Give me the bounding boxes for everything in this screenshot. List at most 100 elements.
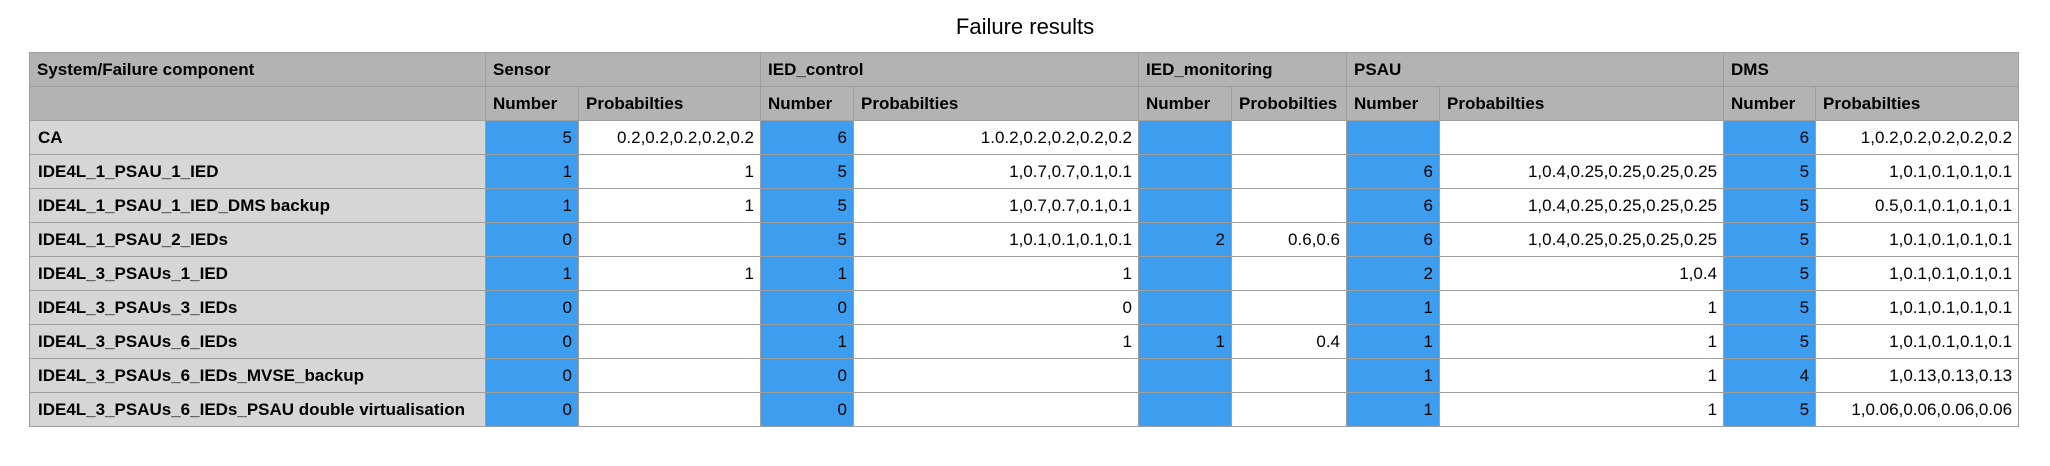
- dms-probabilities-cell: 1,0.1,0.1,0.1,0.1: [1815, 222, 2020, 257]
- sensor-probabilities-cell: 1: [577, 256, 762, 291]
- sensor-number-cell: 1: [485, 188, 579, 223]
- row-name: IDE4L_3_PSAUs_6_IEDs: [29, 324, 486, 359]
- psau-number-cell: 1: [1346, 392, 1441, 427]
- table-row: CA 5 0.2,0.2,0.2,0.2,0.2 6 1.0.2,0.2,0.2…: [29, 120, 2020, 155]
- dms-number-cell: 5: [1723, 392, 1817, 427]
- ied-monitoring-number-cell: [1138, 188, 1233, 223]
- dms-probabilities-cell: 1,0.13,0.13,0.13: [1815, 358, 2020, 393]
- ied-monitoring-number-cell: 1: [1138, 324, 1233, 359]
- ied-control-number-cell: 5: [760, 154, 855, 189]
- psau-number-cell: 1: [1346, 324, 1441, 359]
- ied-monitoring-number-cell: [1138, 290, 1233, 325]
- ied-control-number-cell: 5: [760, 188, 855, 223]
- row-name: IDE4L_1_PSAU_2_IEDs: [29, 222, 486, 257]
- sub-header-sensor-number: Number: [485, 86, 579, 121]
- row-name: CA: [29, 120, 486, 155]
- ied-monitoring-probabilities-cell: [1231, 188, 1348, 223]
- group-header-dms: DMS: [1723, 52, 2020, 87]
- group-header-psau: PSAU: [1346, 52, 1725, 87]
- sensor-number-cell: 0: [485, 392, 579, 427]
- dms-probabilities-cell: 1,0.1,0.1,0.1,0.1: [1815, 290, 2020, 325]
- table-title: Failure results: [955, 14, 1095, 39]
- psau-number-cell: 2: [1346, 256, 1441, 291]
- psau-probabilities-cell: 1,0.4,0.25,0.25,0.25,0.25: [1439, 154, 1725, 189]
- group-header-sensor: Sensor: [484, 52, 762, 87]
- sub-header-dms-probabilities: Probabilties: [1815, 86, 2020, 121]
- psau-number-cell: 1: [1346, 290, 1441, 325]
- dms-probabilities-cell: 0.5,0.1,0.1,0.1,0.1: [1815, 188, 2020, 223]
- row-name: IDE4L_1_PSAU_1_IED: [29, 154, 486, 189]
- ied-control-probabilities-cell: 0: [853, 290, 1140, 325]
- sub-header-ied-monitoring-probabilities: Probobilties: [1231, 86, 1348, 121]
- psau-probabilities-cell: 1,0.4,0.25,0.25,0.25,0.25: [1439, 188, 1725, 223]
- ied-monitoring-probabilities-cell: [1231, 154, 1348, 189]
- ied-control-number-cell: 5: [760, 222, 855, 257]
- row-name: IDE4L_3_PSAUs_1_IED: [29, 256, 486, 291]
- ied-monitoring-number-cell: 2: [1138, 222, 1233, 257]
- ied-monitoring-probabilities-cell: [1231, 120, 1348, 155]
- sensor-probabilities-cell: [577, 392, 762, 427]
- dms-number-cell: 5: [1723, 290, 1817, 325]
- table-row: IDE4L_1_PSAU_2_IEDs 0 5 1,0.1,0.1,0.1,0.…: [29, 222, 2020, 257]
- sensor-number-cell: 1: [485, 256, 579, 291]
- group-header-ied-control: IED_control: [760, 52, 1140, 87]
- row-name: IDE4L_3_PSAUs_3_IEDs: [29, 290, 486, 325]
- dms-number-cell: 5: [1723, 324, 1817, 359]
- dms-probabilities-cell: 1,0.06,0.06,0.06,0.06: [1815, 392, 2020, 427]
- table-row: IDE4L_3_PSAUs_1_IED 1 1 1 1 2 1,0.4 5 1,…: [29, 256, 2020, 291]
- psau-probabilities-cell: 1: [1439, 392, 1725, 427]
- ied-monitoring-probabilities-cell: [1231, 256, 1348, 291]
- psau-number-cell: 6: [1346, 188, 1441, 223]
- table-body: CA 5 0.2,0.2,0.2,0.2,0.2 6 1.0.2,0.2,0.2…: [29, 120, 2020, 427]
- sub-header-ied-control-number: Number: [760, 86, 855, 121]
- psau-probabilities-cell: 1: [1439, 358, 1725, 393]
- ied-control-number-cell: 1: [760, 256, 855, 291]
- sub-header-psau-number: Number: [1346, 86, 1441, 121]
- ied-monitoring-probabilities-cell: [1231, 392, 1348, 427]
- row-name: IDE4L_3_PSAUs_6_IEDs_PSAU double virtual…: [29, 392, 486, 427]
- dms-probabilities-cell: 1,0.1,0.1,0.1,0.1: [1815, 324, 2020, 359]
- ied-control-number-cell: 0: [760, 290, 855, 325]
- group-header-ied-monitoring: IED_monitoring: [1138, 52, 1348, 87]
- psau-number-cell: [1346, 120, 1441, 155]
- sensor-probabilities-cell: [577, 290, 762, 325]
- sensor-probabilities-cell: 0.2,0.2,0.2,0.2,0.2: [577, 120, 762, 155]
- row-name: IDE4L_3_PSAUs_6_IEDs_MVSE_backup: [29, 358, 486, 393]
- sub-header-psau-probabilities: Probabilties: [1439, 86, 1725, 121]
- dms-number-cell: 5: [1723, 222, 1817, 257]
- sensor-number-cell: 1: [485, 154, 579, 189]
- psau-probabilities-cell: 1,0.4,0.25,0.25,0.25,0.25: [1439, 222, 1725, 257]
- ied-control-probabilities-cell: [853, 392, 1140, 427]
- ied-monitoring-number-cell: [1138, 154, 1233, 189]
- ied-control-number-cell: 1: [760, 324, 855, 359]
- ied-monitoring-probabilities-cell: [1231, 290, 1348, 325]
- ied-monitoring-number-cell: [1138, 392, 1233, 427]
- sensor-number-cell: 5: [485, 120, 579, 155]
- sub-header-ied-control-probabilities: Probabilties: [853, 86, 1140, 121]
- table-row: IDE4L_1_PSAU_1_IED_DMS backup 1 1 5 1,0.…: [29, 188, 2020, 223]
- group-header-row: System/Failure component Sensor IED_cont…: [29, 52, 2020, 87]
- dms-probabilities-cell: 1,0.2,0.2,0.2,0.2,0.2: [1815, 120, 2020, 155]
- ied-control-probabilities-cell: 1: [853, 324, 1140, 359]
- sub-header-sensor-probabilities: Probabilties: [577, 86, 762, 121]
- psau-probabilities-cell: 1: [1439, 324, 1725, 359]
- dms-number-cell: 5: [1723, 188, 1817, 223]
- table-row: IDE4L_1_PSAU_1_IED 1 1 5 1,0.7,0.7,0.1,0…: [29, 154, 2020, 189]
- ied-monitoring-probabilities-cell: [1231, 358, 1348, 393]
- ied-monitoring-number-cell: [1138, 256, 1233, 291]
- psau-probabilities-cell: [1439, 120, 1725, 155]
- failure-results-table: System/Failure component Sensor IED_cont…: [29, 52, 2020, 427]
- psau-number-cell: 6: [1346, 222, 1441, 257]
- dms-number-cell: 5: [1723, 256, 1817, 291]
- ied-control-number-cell: 6: [760, 120, 855, 155]
- sensor-number-cell: 0: [485, 290, 579, 325]
- sensor-probabilities-cell: 1: [577, 188, 762, 223]
- psau-number-cell: 1: [1346, 358, 1441, 393]
- sensor-probabilities-cell: 1: [577, 154, 762, 189]
- sensor-number-cell: 0: [485, 324, 579, 359]
- dms-number-cell: 4: [1723, 358, 1817, 393]
- ied-control-number-cell: 0: [760, 392, 855, 427]
- row-name: IDE4L_1_PSAU_1_IED_DMS backup: [29, 188, 486, 223]
- ied-control-probabilities-cell: 1: [853, 256, 1140, 291]
- dms-number-cell: 5: [1723, 154, 1817, 189]
